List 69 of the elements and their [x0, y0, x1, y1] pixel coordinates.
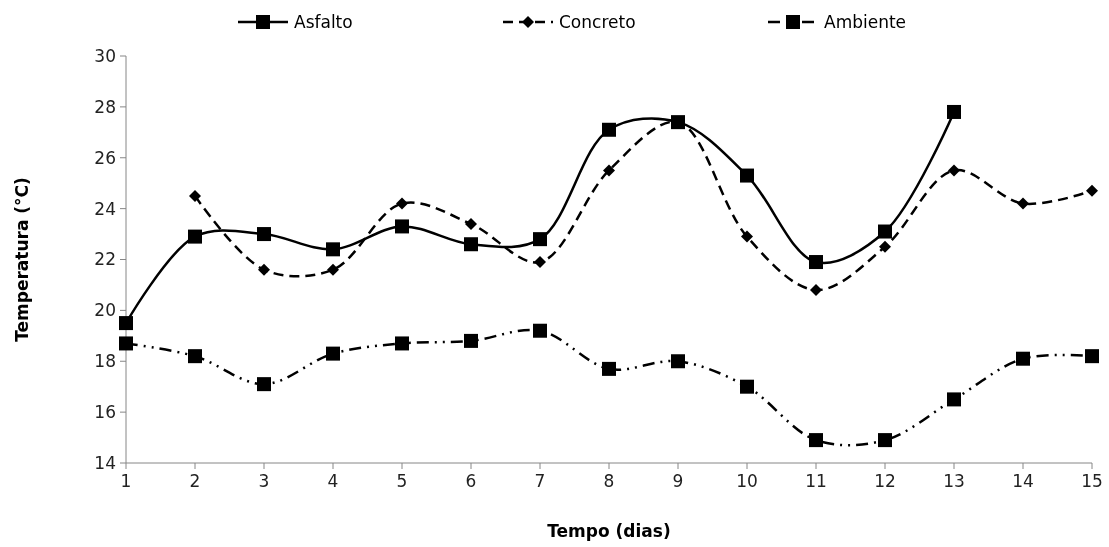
x-tick-label: 8 — [603, 471, 615, 491]
point — [1085, 349, 1099, 364]
point — [1017, 197, 1029, 210]
point — [327, 263, 339, 276]
x-tick-label: 15 — [1081, 471, 1103, 491]
point — [188, 349, 202, 364]
y-tick-label: 24 — [94, 198, 116, 219]
point — [878, 433, 892, 448]
legend-label: Asfalto — [294, 11, 353, 32]
x-tick-label: 3 — [258, 471, 270, 491]
x-tick-label: 9 — [672, 471, 684, 491]
y-tick-label: 26 — [94, 147, 116, 168]
x-tick-label: 7 — [534, 471, 546, 491]
y-tick-label: 20 — [94, 300, 116, 321]
x-tick-label: 10 — [736, 471, 758, 491]
point — [257, 227, 271, 242]
y-tick-label: 18 — [94, 351, 116, 372]
point — [947, 104, 961, 119]
point — [119, 316, 133, 331]
legend-label: Ambiente — [824, 11, 907, 32]
point — [809, 255, 823, 270]
point — [465, 217, 477, 230]
legend-label: Concreto — [559, 11, 636, 32]
point — [671, 354, 685, 369]
y-axis-title: Temperatura (°C) — [12, 177, 32, 342]
point — [258, 263, 270, 276]
point — [740, 379, 754, 394]
x-tick-label: 12 — [874, 471, 896, 491]
point — [947, 392, 961, 407]
y-tick-label: 14 — [94, 452, 116, 473]
point — [533, 232, 547, 247]
point — [602, 122, 616, 137]
point — [395, 219, 409, 234]
point — [878, 224, 892, 239]
point — [257, 377, 271, 392]
point — [464, 333, 478, 348]
y-tick-label: 16 — [94, 402, 116, 423]
x-tick-label: 2 — [189, 471, 201, 491]
point — [533, 323, 547, 338]
point — [602, 361, 616, 376]
point — [741, 230, 753, 243]
point — [809, 433, 823, 448]
point — [189, 189, 201, 202]
x-tick-label: 14 — [1012, 471, 1034, 491]
point — [1086, 184, 1098, 197]
y-tick-label: 22 — [94, 249, 116, 270]
point — [395, 336, 409, 351]
point — [948, 164, 960, 177]
x-tick-label: 1 — [120, 471, 132, 491]
point — [188, 229, 202, 244]
point — [740, 168, 754, 183]
x-tick-label: 6 — [465, 471, 477, 491]
point — [879, 240, 891, 253]
x-tick-label: 11 — [805, 471, 827, 491]
x-tick-label: 13 — [943, 471, 965, 491]
point — [396, 197, 408, 210]
point — [119, 336, 133, 351]
x-tick-label: 5 — [396, 471, 408, 491]
point — [464, 237, 478, 252]
y-tick-label: 28 — [94, 96, 116, 117]
point — [326, 242, 340, 257]
point — [603, 164, 615, 177]
y-tick-label: 30 — [94, 45, 116, 66]
point — [810, 284, 822, 297]
point — [1016, 351, 1030, 366]
x-axis-title: Tempo (dias) — [547, 521, 671, 541]
x-tick-label: 4 — [327, 471, 339, 491]
point — [534, 256, 546, 269]
point — [326, 346, 340, 361]
